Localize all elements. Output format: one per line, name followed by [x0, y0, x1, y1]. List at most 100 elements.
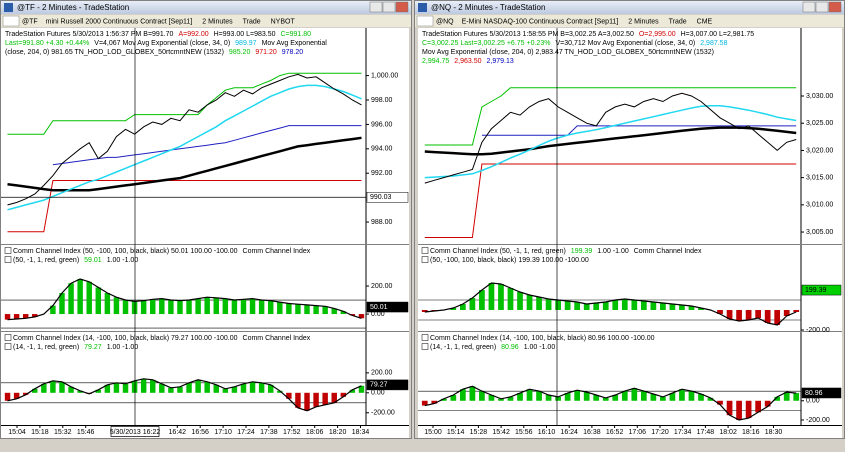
toolbar-item[interactable]: Trade: [243, 18, 261, 25]
header-text: H=3,007.00 L=2,981.75: [681, 31, 755, 38]
header-text: 80.96: [501, 344, 519, 351]
price-line: [424, 92, 797, 184]
toolbar-item[interactable]: NYBOT: [271, 18, 296, 25]
cci-bar: [32, 388, 38, 393]
cci-bar: [688, 391, 695, 401]
indicator-checkbox[interactable]: [421, 334, 429, 341]
x-tick-label: 15:00: [424, 429, 442, 436]
y-tick-label: 992.00: [371, 170, 393, 177]
cci-bar: [660, 303, 666, 310]
x-tick-label: 15:32: [54, 429, 72, 436]
cci-bar: [286, 303, 292, 315]
time-axis: [1, 426, 409, 438]
window-button-max[interactable]: [815, 1, 829, 13]
cci-bar: [258, 300, 265, 315]
symbol-button[interactable]: [416, 15, 434, 27]
cci-bar: [650, 394, 657, 401]
cci-bar: [774, 310, 781, 325]
window-button-min[interactable]: [802, 1, 816, 13]
header-text: 59.01: [84, 257, 102, 264]
cci-bar: [358, 385, 365, 393]
cci-bar: [59, 293, 65, 315]
toolbar-item[interactable]: @NQ: [436, 18, 454, 25]
cci-bar: [621, 391, 628, 401]
cci-bar: [122, 300, 129, 315]
cci-bar: [95, 287, 102, 315]
cci-bar: [186, 300, 192, 315]
value-marker-label: 199.39: [805, 287, 827, 294]
cci-bar: [517, 393, 523, 401]
cci-bar: [140, 300, 147, 315]
cci-bar: [440, 398, 447, 401]
y-tick-label: -200.00: [806, 327, 830, 334]
window-button-max[interactable]: [382, 1, 396, 13]
window-button-close[interactable]: [828, 1, 842, 13]
window-button-min[interactable]: [369, 1, 383, 13]
cci-bar: [322, 306, 328, 315]
cci-bar: [4, 392, 11, 401]
x-tick-label: 16:42: [169, 429, 187, 436]
header-text: TradeStation Futures 5/30/2013 1:56:37 P…: [5, 31, 174, 38]
chart-area: [1, 28, 409, 438]
header-text: 985.20: [229, 49, 251, 56]
toolbar-item[interactable]: mini Russell 2000 Continuous Contract [S…: [46, 18, 193, 25]
cci-bar: [186, 382, 192, 393]
indicator-checkbox[interactable]: [4, 334, 12, 341]
toolbar-item[interactable]: @TF: [22, 18, 38, 25]
indicator-checkbox[interactable]: [4, 256, 12, 263]
cci-bar: [650, 302, 657, 310]
cci-bar: [507, 288, 514, 310]
cci-bar: [59, 381, 65, 393]
cci-bar: [736, 310, 742, 321]
x-tick-label: 15:04: [8, 429, 26, 436]
cci-bar: [707, 397, 714, 401]
toolbar-item[interactable]: 2 Minutes: [628, 18, 659, 25]
x-tick-label: 15:18: [31, 429, 49, 436]
cci-bar: [267, 300, 274, 315]
cci-bar: [304, 392, 310, 411]
cci-bar: [113, 382, 120, 393]
cci-bar: [669, 304, 676, 310]
time-axis: [418, 426, 842, 438]
cci-bar: [574, 390, 581, 401]
value-marker: [801, 387, 842, 399]
cci-bar: [249, 298, 256, 315]
cci-bar: [168, 387, 174, 393]
x-tick-label: 16:52: [606, 429, 624, 436]
x-tick-label: 15:14: [447, 429, 465, 436]
toolbar-item[interactable]: CME: [697, 18, 713, 25]
value-marker-label: 80.96: [805, 390, 823, 397]
y-tick-label: 200.00: [371, 370, 393, 377]
x-tick-label: 16:10: [538, 429, 556, 436]
toolbar-item[interactable]: Trade: [669, 18, 687, 25]
cci-bar: [421, 310, 428, 312]
indicator-checkbox[interactable]: [4, 343, 12, 350]
x-tick-label: 18:06: [306, 429, 324, 436]
header-text: A=992.00: [178, 31, 208, 38]
cci-bar: [77, 390, 83, 393]
header-text: 2,979.13: [487, 58, 514, 65]
toolbar-item[interactable]: E-Mini NASDAQ-100 Continuous Contract [S…: [462, 18, 619, 25]
y-tick-label: 0.00: [806, 398, 820, 405]
cci-bar: [755, 400, 761, 413]
price-line: [424, 105, 797, 179]
cci-bar: [204, 381, 210, 393]
indicator-checkbox[interactable]: [421, 256, 429, 263]
header-text: Comm Channel Index: [243, 248, 311, 255]
header-text: 2,987.58: [700, 40, 727, 47]
symbol-button[interactable]: [2, 15, 20, 27]
indicator-checkbox[interactable]: [421, 343, 429, 350]
cci-bar: [286, 392, 292, 399]
indicator-checkbox[interactable]: [4, 247, 12, 254]
cci-bar: [536, 391, 542, 401]
header-text: Comm Channel Index (14, -100, 100, black…: [13, 335, 238, 342]
indicator-checkbox[interactable]: [421, 247, 429, 254]
toolbar-item[interactable]: 2 Minutes: [202, 18, 233, 25]
cci-bar: [745, 310, 752, 320]
window-button-close[interactable]: [395, 1, 409, 13]
header-text: Comm Channel Index (14, -100, 100, black…: [430, 335, 655, 342]
cci-bar: [41, 383, 47, 393]
cci-bar: [13, 314, 20, 319]
cci-bar: [669, 393, 676, 401]
cci-bar: [460, 389, 466, 401]
